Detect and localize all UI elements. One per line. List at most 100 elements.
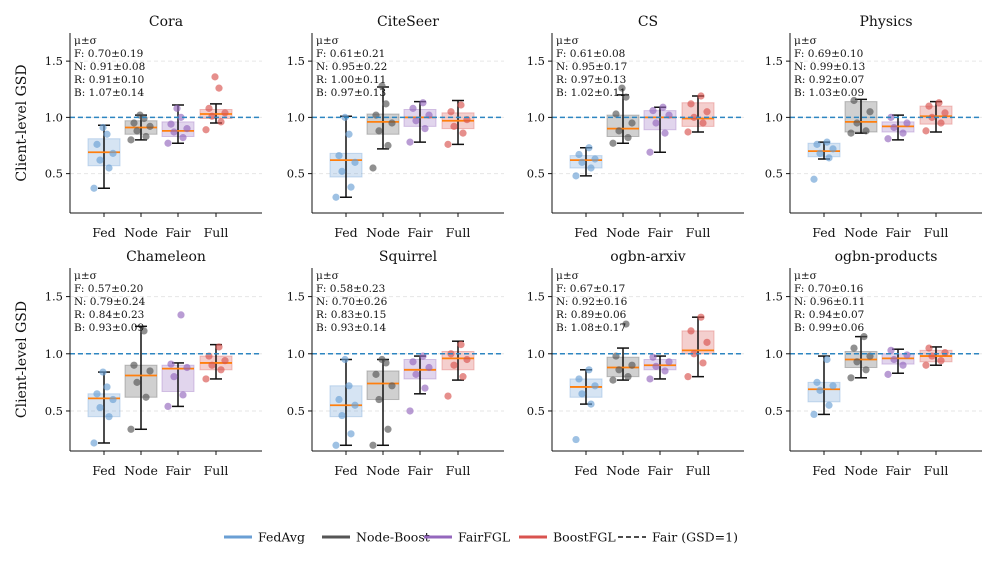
data-point xyxy=(412,117,420,125)
data-point xyxy=(903,119,911,127)
data-point xyxy=(690,350,698,358)
data-point xyxy=(217,118,225,126)
data-point xyxy=(690,113,698,121)
x-tick-label: Fair xyxy=(885,463,910,478)
data-point xyxy=(202,375,210,383)
stats-line: N: 0.79±0.24 xyxy=(74,296,146,308)
data-point xyxy=(850,96,858,105)
data-point xyxy=(140,327,148,335)
data-point xyxy=(221,109,229,117)
data-point xyxy=(697,313,705,321)
data-point xyxy=(697,92,705,100)
data-point xyxy=(109,149,117,157)
data-point xyxy=(183,125,191,133)
data-point xyxy=(572,172,580,180)
data-point xyxy=(388,119,396,127)
panel-title: ogbn-products xyxy=(835,249,938,265)
data-point xyxy=(388,382,396,390)
data-point xyxy=(347,430,355,438)
data-point xyxy=(887,346,895,354)
data-point xyxy=(703,338,711,346)
x-tick-label: Fair xyxy=(647,463,672,478)
data-point xyxy=(421,125,429,133)
x-tick-label: Fed xyxy=(92,463,115,478)
panel-title: Chameleon xyxy=(126,249,206,265)
data-point xyxy=(215,343,223,351)
data-point xyxy=(941,349,949,357)
x-tick-label: Node xyxy=(606,225,640,240)
y-tick-label: 1.5 xyxy=(527,290,545,304)
y-tick-label: 0.5 xyxy=(45,167,63,181)
stats-header: μ±σ xyxy=(74,35,97,47)
panel-title: Squirrel xyxy=(379,249,438,265)
data-point xyxy=(829,382,837,390)
data-point xyxy=(684,128,692,136)
stats-line: B: 0.97±0.13 xyxy=(316,87,386,99)
data-point xyxy=(205,104,213,112)
data-point xyxy=(866,108,874,116)
x-tick-label: Fair xyxy=(407,225,432,240)
data-point xyxy=(93,390,101,398)
data-point xyxy=(609,139,617,147)
data-point xyxy=(133,127,141,135)
data-point xyxy=(862,127,870,135)
data-point xyxy=(109,395,117,404)
data-point xyxy=(167,360,175,368)
data-point xyxy=(444,392,452,400)
data-point xyxy=(928,113,936,121)
legend-label: Fair (GSD=1) xyxy=(652,530,738,545)
data-point xyxy=(170,373,178,381)
y-tick-label: 0.5 xyxy=(765,404,783,418)
data-point xyxy=(369,441,377,449)
panel-chameleon: Chameleon 0.5 1.0 1.5 Fed Node Fair Full μ±σF: 0… xyxy=(14,249,262,478)
data-point xyxy=(406,138,414,146)
box-node xyxy=(366,82,400,172)
data-point xyxy=(575,150,583,159)
box-fed xyxy=(87,368,121,447)
panel-title: CS xyxy=(638,14,658,30)
y-tick-label: 1.0 xyxy=(527,110,545,124)
data-point xyxy=(447,108,455,116)
box-fed xyxy=(569,366,603,444)
legend-label: BoostFGL xyxy=(553,530,616,545)
data-point xyxy=(459,373,467,381)
stats-header: μ±σ xyxy=(556,270,579,282)
data-point xyxy=(412,370,420,378)
data-point xyxy=(347,183,355,191)
data-point xyxy=(103,383,111,391)
x-tick-label: Full xyxy=(686,463,711,478)
y-tick-label: 0.5 xyxy=(287,404,305,418)
legend: FedAvg Node-Boost FairFGL BoostFGL Fair (GSD… xyxy=(224,530,738,545)
data-point xyxy=(922,361,930,369)
stats-line: B: 0.93±0.14 xyxy=(316,322,386,334)
stats-line: R: 1.00±0.11 xyxy=(316,74,386,86)
data-point xyxy=(99,123,107,132)
x-tick-label: Node xyxy=(124,225,158,240)
panel-title: Physics xyxy=(859,14,912,30)
stats-line: R: 0.84±0.23 xyxy=(74,309,144,321)
data-point xyxy=(409,358,417,366)
y-tick-label: 1.0 xyxy=(765,347,783,361)
data-point xyxy=(384,425,392,433)
data-point xyxy=(810,175,818,183)
x-tick-label: Fair xyxy=(885,225,910,240)
x-tick-label: Node xyxy=(844,463,878,478)
data-point xyxy=(591,155,599,163)
data-point xyxy=(146,122,154,130)
y-tick-label: 1.0 xyxy=(45,347,63,361)
box-full xyxy=(681,313,715,381)
data-point xyxy=(823,138,831,146)
stats-line: R: 0.94±0.07 xyxy=(794,309,864,321)
data-point xyxy=(572,435,580,444)
data-point xyxy=(179,391,187,399)
y-tick-label: 1.0 xyxy=(287,347,305,361)
data-point xyxy=(208,361,216,369)
y-tick-label: 1.0 xyxy=(765,110,783,124)
data-point xyxy=(829,145,837,153)
box-full xyxy=(681,92,715,136)
data-point xyxy=(179,134,187,142)
stats-line: B: 1.07±0.14 xyxy=(74,87,144,99)
data-point xyxy=(375,395,383,404)
y-tick-label: 1.0 xyxy=(287,110,305,124)
data-point xyxy=(661,367,669,375)
